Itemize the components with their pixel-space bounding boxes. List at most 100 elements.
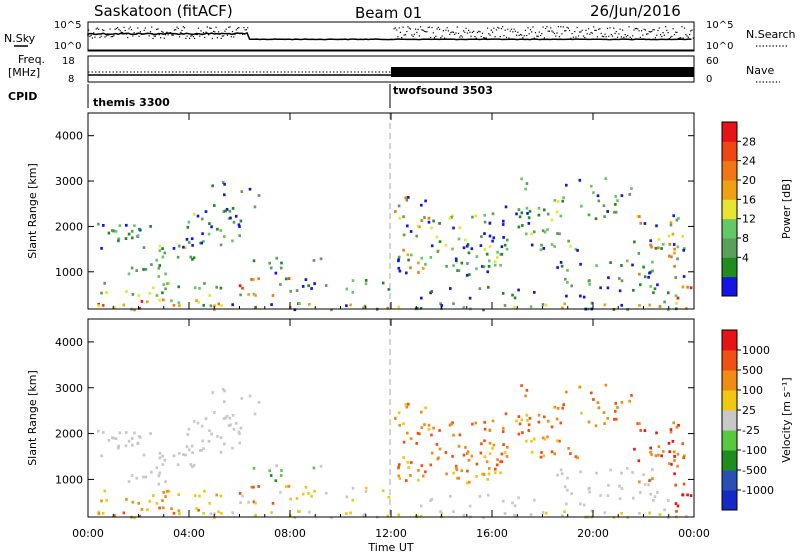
nsearch-point xyxy=(158,34,160,36)
power-cell xyxy=(457,269,461,272)
colorbar-block xyxy=(722,350,737,371)
nsearch-point xyxy=(606,27,609,29)
colorbar-tick-label: 8 xyxy=(742,232,749,245)
nsearch-point xyxy=(139,31,141,33)
nsearch-point xyxy=(474,35,476,38)
nsearch-point xyxy=(163,37,165,39)
velocity-cell xyxy=(468,480,471,484)
velocity-cell xyxy=(556,473,559,477)
power-cell xyxy=(651,260,654,264)
power-cell xyxy=(416,307,419,310)
colorbar-block xyxy=(722,450,737,471)
power-cell xyxy=(419,306,423,310)
velocity-cell xyxy=(668,450,672,454)
velocity-cell xyxy=(420,504,423,508)
nsearch-point xyxy=(128,28,130,30)
freq-label: Freq. xyxy=(18,53,45,66)
nsearch-point xyxy=(519,34,521,36)
velocity-cell xyxy=(474,421,478,425)
velocity-cell xyxy=(192,420,196,423)
nsearch-point xyxy=(433,37,436,39)
velocity-cell xyxy=(131,443,134,447)
velocity-cell xyxy=(676,464,679,468)
velocity-cell xyxy=(231,413,235,417)
velocity-cell xyxy=(227,424,231,427)
power-cell xyxy=(542,247,546,250)
nsearch-point xyxy=(594,29,596,31)
power-cell xyxy=(101,304,105,307)
power-cell xyxy=(253,205,257,209)
power-cell xyxy=(616,199,619,202)
colorbar-tick-label: -1000 xyxy=(742,484,774,497)
velocity-cell xyxy=(479,451,483,455)
power-cell xyxy=(483,232,486,235)
power-cell xyxy=(410,253,413,257)
nsearch-point xyxy=(114,28,116,30)
power-cell xyxy=(427,220,431,224)
velocity-cell xyxy=(298,510,301,513)
nsearch-point xyxy=(455,32,457,34)
time-tick-label: 04:00 xyxy=(173,527,205,540)
velocity-cell xyxy=(424,406,427,410)
nsearch-point xyxy=(226,34,229,36)
velocity-cell xyxy=(606,494,610,498)
power-cell xyxy=(483,213,486,217)
power-cell xyxy=(626,259,629,263)
power-cell xyxy=(216,227,219,231)
power-cell xyxy=(157,266,161,270)
velocity-cell xyxy=(161,454,164,458)
nsearch-point xyxy=(581,29,583,31)
nsearch-point xyxy=(186,35,188,37)
velocity-cell xyxy=(210,432,213,436)
power-cell xyxy=(653,287,657,291)
power-cell xyxy=(349,303,352,307)
nsearch-point xyxy=(234,33,236,35)
nsearch-point xyxy=(469,31,471,33)
velocity-cell xyxy=(407,402,410,406)
power-cell xyxy=(105,291,108,294)
power-cell xyxy=(191,257,194,261)
power-cell xyxy=(409,230,413,233)
velocity-cell xyxy=(637,459,641,463)
power-cell xyxy=(671,232,675,236)
power-cell xyxy=(301,285,305,288)
power-cell xyxy=(566,269,569,272)
power-cell xyxy=(648,271,651,275)
nsearch-point xyxy=(601,35,603,37)
velocity-cell xyxy=(643,483,647,486)
power-cell xyxy=(138,306,141,310)
power-ytick-label: 1000 xyxy=(55,266,83,279)
velocity-cell xyxy=(452,433,455,437)
power-cell xyxy=(186,225,190,229)
nsearch-point xyxy=(199,35,201,37)
power-cell xyxy=(515,212,518,216)
velocity-cell xyxy=(257,485,260,488)
power-cell xyxy=(415,234,418,238)
velocity-cell xyxy=(526,419,529,422)
power-cell xyxy=(662,242,665,246)
nsearch-point xyxy=(579,31,581,33)
velocity-cell xyxy=(271,501,275,505)
power-cell xyxy=(397,266,401,270)
power-cell xyxy=(602,204,606,208)
power-cell xyxy=(187,220,191,224)
velocity-cell xyxy=(565,502,568,506)
velocity-cell xyxy=(562,403,565,406)
velocity-cell xyxy=(398,423,401,427)
nsearch-point xyxy=(687,36,689,38)
velocity-cell xyxy=(409,474,412,477)
power-cell xyxy=(539,248,543,252)
power-cell xyxy=(494,260,497,264)
cpid-segment-2: twofsound 3503 xyxy=(393,84,493,97)
velocity-cell xyxy=(97,429,100,433)
power-cell xyxy=(319,257,323,261)
velocity-cell xyxy=(587,420,591,424)
colorbar-block xyxy=(722,141,737,162)
nsearch-point xyxy=(113,35,115,37)
power-cell xyxy=(465,273,469,277)
velocity-cell xyxy=(496,463,499,467)
power-cell xyxy=(257,277,260,281)
velocity-cell xyxy=(630,394,633,397)
power-cell xyxy=(456,269,459,272)
velocity-cell xyxy=(667,499,670,502)
